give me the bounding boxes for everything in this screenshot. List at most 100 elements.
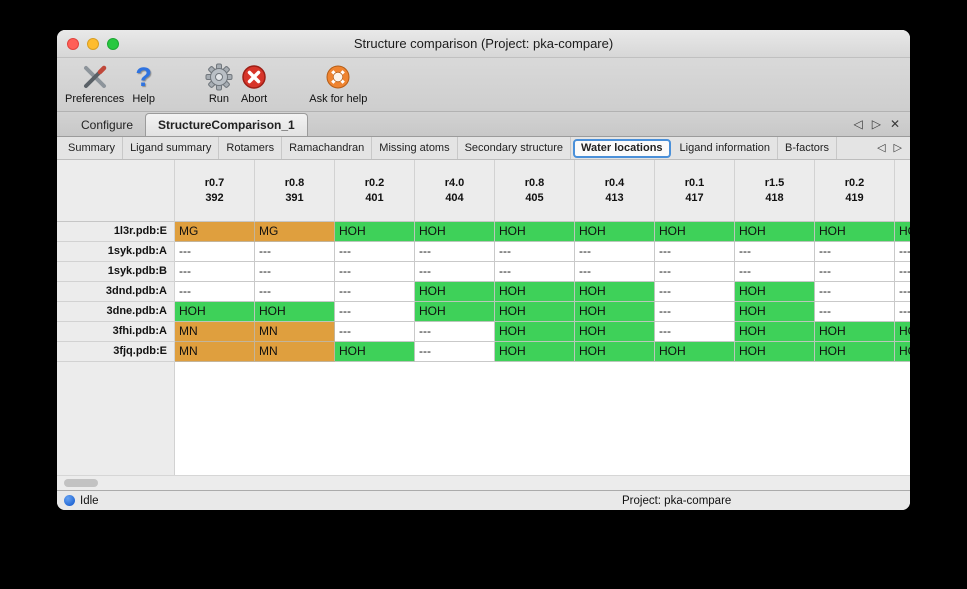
tab-structurecomparison-1[interactable]: StructureComparison_1: [145, 113, 308, 136]
table-cell[interactable]: HOH: [575, 322, 655, 342]
subtab-rotamers[interactable]: Rotamers: [219, 137, 283, 159]
table-cell[interactable]: MN: [255, 322, 335, 342]
subtab-b-factors[interactable]: B-factors: [778, 137, 838, 159]
column-header[interactable]: r0.8 405: [495, 160, 575, 222]
table-cell[interactable]: ---: [335, 302, 415, 322]
table-cell[interactable]: ---: [175, 282, 255, 302]
table-cell[interactable]: HOH: [735, 322, 815, 342]
table-cell[interactable]: HOH: [335, 342, 415, 362]
table-cell[interactable]: ---: [655, 322, 735, 342]
close-window-button[interactable]: [67, 37, 79, 50]
table-cell[interactable]: ---: [495, 242, 575, 262]
row-label[interactable]: 1l3r.pdb:E: [57, 222, 175, 242]
table-cell[interactable]: HOH: [335, 222, 415, 242]
table-cell[interactable]: ---: [735, 262, 815, 282]
table-cell[interactable]: HOH: [495, 282, 575, 302]
table-cell[interactable]: ---: [815, 282, 895, 302]
preferences-button[interactable]: Preferences: [65, 61, 124, 106]
tab-close-icon[interactable]: ✕: [889, 117, 900, 131]
table-cell[interactable]: ---: [895, 262, 910, 282]
column-header[interactable]: r0.8 391: [255, 160, 335, 222]
table-cell[interactable]: ---: [415, 262, 495, 282]
table-cell[interactable]: HOH: [495, 342, 575, 362]
table-cell[interactable]: HOH: [735, 302, 815, 322]
row-label[interactable]: 1syk.pdb:A: [57, 242, 175, 262]
table-cell[interactable]: HOH: [895, 322, 910, 342]
table-cell[interactable]: MN: [255, 342, 335, 362]
subtab-ligand-information[interactable]: Ligand information: [673, 137, 779, 159]
subtab-ramachandran[interactable]: Ramachandran: [282, 137, 373, 159]
table-cell[interactable]: ---: [495, 262, 575, 282]
table-cell[interactable]: HOH: [575, 302, 655, 322]
table-cell[interactable]: HOH: [575, 282, 655, 302]
table-cell[interactable]: ---: [655, 302, 735, 322]
subtab-water-locations[interactable]: Water locations: [573, 138, 671, 158]
row-label[interactable]: 3dne.pdb:A: [57, 302, 175, 322]
subtab-ligand-summary[interactable]: Ligand summary: [123, 137, 220, 159]
table-cell[interactable]: HOH: [815, 342, 895, 362]
table-cell[interactable]: HOH: [815, 322, 895, 342]
column-header[interactable]: r0.7 392: [175, 160, 255, 222]
table-cell[interactable]: HOH: [735, 282, 815, 302]
table-cell[interactable]: ---: [335, 262, 415, 282]
table-cell[interactable]: HOH: [175, 302, 255, 322]
minimize-window-button[interactable]: [87, 37, 99, 50]
table-cell[interactable]: ---: [895, 242, 910, 262]
subtab-scroll-right-icon[interactable]: ▷: [893, 142, 902, 154]
table-cell[interactable]: ---: [255, 262, 335, 282]
table-cell[interactable]: MG: [255, 222, 335, 242]
table-cell[interactable]: MN: [175, 322, 255, 342]
table-cell[interactable]: HOH: [655, 222, 735, 242]
table-cell[interactable]: ---: [575, 242, 655, 262]
table-cell[interactable]: ---: [655, 242, 735, 262]
table-cell[interactable]: HOH: [255, 302, 335, 322]
column-header[interactable]: [895, 160, 910, 222]
table-cell[interactable]: HOH: [575, 342, 655, 362]
zoom-window-button[interactable]: [107, 37, 119, 50]
scrollbar-thumb[interactable]: [64, 479, 98, 487]
table-cell[interactable]: ---: [255, 282, 335, 302]
table-cell[interactable]: ---: [655, 262, 735, 282]
table-cell[interactable]: ---: [575, 262, 655, 282]
row-label[interactable]: 3fjq.pdb:E: [57, 342, 175, 362]
column-header[interactable]: r4.0 404: [415, 160, 495, 222]
table-cell[interactable]: ---: [335, 322, 415, 342]
row-label[interactable]: 3fhi.pdb:A: [57, 322, 175, 342]
table-cell[interactable]: ---: [255, 242, 335, 262]
table-cell[interactable]: HOH: [895, 222, 910, 242]
table-cell[interactable]: ---: [335, 282, 415, 302]
tab-configure[interactable]: Configure: [81, 118, 134, 132]
table-cell[interactable]: ---: [895, 302, 910, 322]
table-cell[interactable]: HOH: [495, 302, 575, 322]
run-button[interactable]: Run: [205, 61, 233, 106]
tab-scroll-left-icon[interactable]: ◁: [853, 117, 863, 131]
subtab-missing-atoms[interactable]: Missing atoms: [372, 137, 458, 159]
table-cell[interactable]: ---: [815, 302, 895, 322]
table-cell[interactable]: ---: [735, 242, 815, 262]
tab-scroll-right-icon[interactable]: ▷: [871, 117, 881, 131]
table-cell[interactable]: ---: [815, 262, 895, 282]
table-cell[interactable]: HOH: [415, 222, 495, 242]
column-header[interactable]: r0.4 413: [575, 160, 655, 222]
table-cell[interactable]: HOH: [655, 342, 735, 362]
table-cell[interactable]: MN: [175, 342, 255, 362]
table-cell[interactable]: HOH: [495, 322, 575, 342]
table-cell[interactable]: ---: [175, 262, 255, 282]
table-cell[interactable]: HOH: [735, 222, 815, 242]
table-cell[interactable]: HOH: [415, 282, 495, 302]
ask-for-help-button[interactable]: Ask for help: [309, 61, 367, 106]
horizontal-scrollbar[interactable]: [57, 475, 910, 490]
column-header[interactable]: r0.2 401: [335, 160, 415, 222]
column-header[interactable]: r0.1 417: [655, 160, 735, 222]
table-cell[interactable]: HOH: [895, 342, 910, 362]
title-bar[interactable]: Structure comparison (Project: pka-compa…: [57, 30, 910, 58]
table-cell[interactable]: ---: [415, 322, 495, 342]
table-cell[interactable]: HOH: [575, 222, 655, 242]
subtab-summary[interactable]: Summary: [61, 137, 124, 159]
table-cell[interactable]: ---: [815, 242, 895, 262]
column-header[interactable]: r0.2 419: [815, 160, 895, 222]
table-cell[interactable]: ---: [175, 242, 255, 262]
column-header[interactable]: r1.5 418: [735, 160, 815, 222]
subtab-secondary-structure[interactable]: Secondary structure: [458, 137, 572, 159]
table-cell[interactable]: ---: [415, 342, 495, 362]
